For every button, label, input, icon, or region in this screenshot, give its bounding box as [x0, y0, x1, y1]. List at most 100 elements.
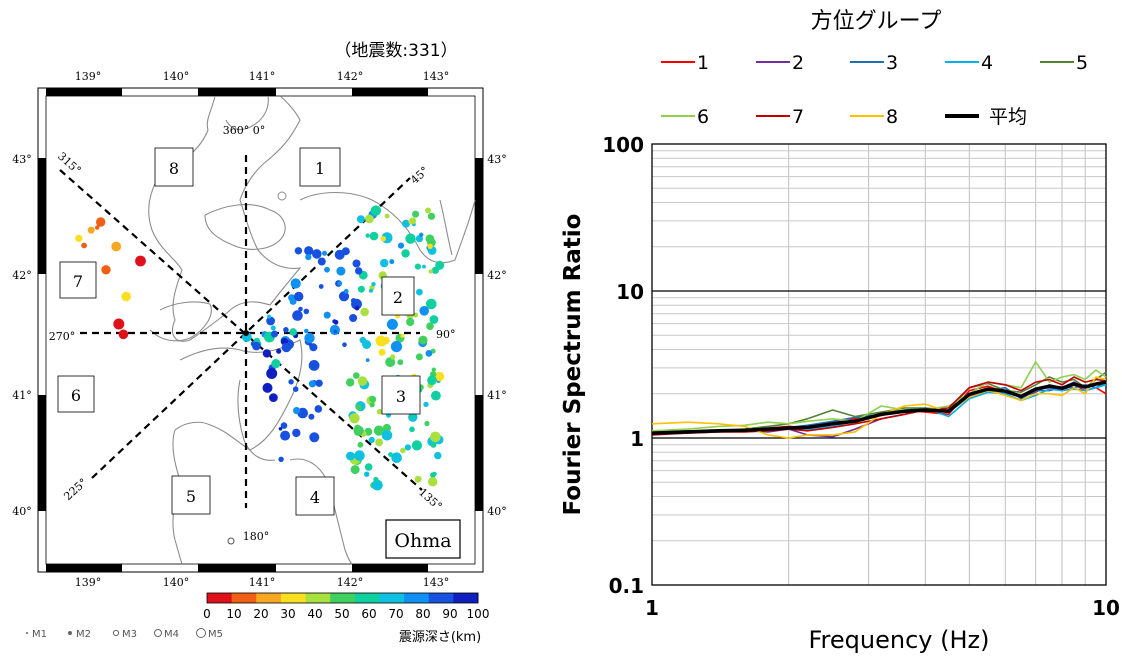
epicenter-dot [317, 257, 326, 266]
lat-tick-right: 40° [487, 505, 507, 518]
magnitude-label: M1 [32, 629, 47, 640]
azimuth-label-east: 90° [436, 328, 456, 341]
y-tick-label: 10 [616, 280, 644, 304]
colorbar-segment [404, 593, 430, 603]
epicenter-dot [353, 372, 360, 379]
azimuth-label-south: 180° [243, 530, 270, 543]
epicenter-dot [404, 444, 411, 451]
epicenter-dot [350, 298, 357, 304]
colorbar-segment [305, 593, 331, 603]
group-label-5: 5 [186, 487, 196, 506]
epicenter-dot [381, 430, 393, 441]
series-line-8 [651, 376, 1107, 439]
legend-label: 4 [981, 52, 993, 74]
epicenter-dot [333, 329, 338, 334]
epicenter-dot [292, 386, 299, 393]
colorbar-segment [256, 593, 282, 603]
epicenter-dot [288, 379, 294, 385]
small-island [277, 191, 287, 201]
legend-label: 3 [886, 52, 898, 74]
epicenter-dot [298, 306, 303, 312]
magnitude-legend: M1 M2 M3 M4 M5 [26, 628, 223, 640]
epicenter-dot [270, 325, 276, 331]
epicenter-dot [368, 436, 375, 444]
x-tick-label: 1 [645, 596, 659, 620]
lon-tick-top: 139° [75, 70, 102, 83]
y-tick-label: 1 [630, 427, 644, 451]
depth-tick: 80 [415, 607, 430, 621]
epicenter-dot [428, 269, 433, 274]
epicenter-dot [293, 407, 301, 415]
epicenter-dot [308, 413, 315, 420]
depth-tick: 90 [442, 607, 457, 621]
epicenter-dot [376, 408, 383, 415]
station-label: Ohma [394, 530, 451, 552]
depth-tick: 30 [280, 607, 295, 621]
epicenter-dot [121, 291, 131, 302]
epicenter-dot [409, 217, 417, 225]
epicenter-dot [323, 311, 331, 319]
epicenter-dot [412, 210, 420, 218]
epicenter-dot [280, 430, 291, 441]
epicenter-dot [308, 380, 317, 388]
epicenter-dot [402, 219, 410, 228]
colorbar-segment [207, 593, 233, 603]
epicenter-dot [434, 451, 442, 460]
depth-colorbar-label: 震源深さ(km) [399, 630, 481, 645]
epicenter-dot [418, 335, 428, 345]
epicenter-dot [304, 246, 314, 256]
chart-grid [651, 143, 1107, 586]
reference-circle [227, 537, 235, 545]
depth-tick: 60 [361, 607, 376, 621]
epicenter-dot [95, 225, 100, 230]
lat-tick-left: 40° [12, 505, 32, 518]
epicenter-dot [380, 258, 389, 268]
legend-label: 7 [792, 106, 804, 128]
epicenter-dot [378, 348, 386, 356]
epicenter-dot [96, 217, 106, 227]
station-label-box [385, 519, 461, 559]
depth-tick: 40 [307, 607, 322, 621]
epicenter-dot [414, 475, 422, 483]
map-frame [37, 87, 484, 573]
epicenter-dot [289, 328, 298, 336]
group-label-6: 6 [71, 386, 81, 405]
legend-label: 5 [1076, 52, 1088, 74]
lon-tick-bottom: 142° [337, 576, 364, 589]
epicenter-dot [430, 442, 437, 448]
depth-tick: 50 [334, 607, 349, 621]
epicenter-dot [373, 425, 384, 436]
epicenter-dot [425, 234, 435, 243]
epicenter-dot [357, 441, 364, 448]
epicenter-dot [380, 236, 386, 242]
epicenter-dot [426, 298, 437, 310]
earthquake-count-label: （地震数:331） [334, 41, 457, 61]
epicenter-dot [419, 232, 424, 237]
group-box-2 [381, 276, 415, 316]
epicenter-dot [431, 266, 439, 274]
epicenter-dot [424, 420, 430, 427]
epicenter-dot [354, 450, 365, 461]
epicenter-dot [397, 359, 404, 366]
epicenter-dot [303, 308, 310, 315]
epicenter-dot [337, 281, 343, 286]
epicenter-dot [427, 212, 436, 220]
epicenter-dot [87, 226, 95, 234]
epicenter-map-panel: （地震数:331） 139° 140° 141° 142° 143° 139° … [0, 0, 520, 660]
legend-label: 1 [697, 52, 709, 74]
group-label-8: 8 [169, 159, 179, 178]
epicenter-dot [314, 405, 323, 413]
lon-tick-bottom: 139° [75, 576, 102, 589]
epicenter-dot [429, 315, 439, 324]
colorbar-segment [231, 593, 257, 603]
epicenter-dot [111, 241, 122, 252]
epicenter-dot [343, 288, 349, 294]
epicenter-map: （地震数:331） 139° 140° 141° 142° 143° 139° … [12, 41, 507, 645]
epicenter-dot [312, 249, 322, 259]
epicenter-dot [350, 465, 360, 475]
depth-colorbar [206, 592, 479, 604]
epicenter-dot [305, 254, 312, 261]
epicenter-dot [118, 329, 129, 340]
series-line-average [651, 380, 1107, 435]
epicenter-dot [432, 471, 437, 477]
